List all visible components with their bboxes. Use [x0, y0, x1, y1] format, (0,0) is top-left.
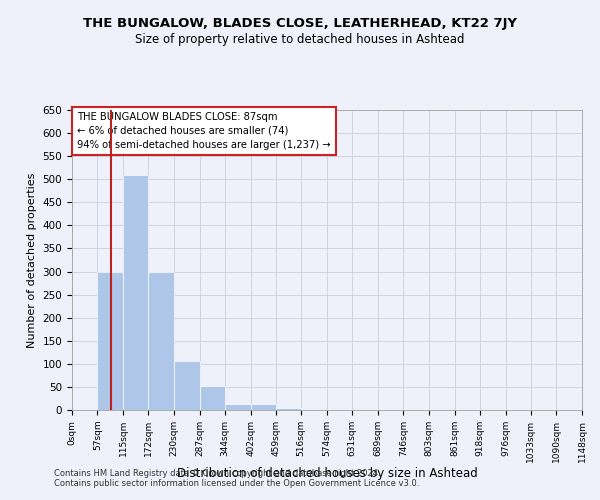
Bar — [251, 404, 276, 410]
Text: Size of property relative to detached houses in Ashtead: Size of property relative to detached ho… — [135, 32, 465, 46]
Text: Contains public sector information licensed under the Open Government Licence v3: Contains public sector information licen… — [54, 478, 419, 488]
Bar — [174, 360, 199, 410]
X-axis label: Distribution of detached houses by size in Ashtead: Distribution of detached houses by size … — [176, 468, 478, 480]
Y-axis label: Number of detached properties: Number of detached properties — [27, 172, 37, 348]
Bar — [199, 386, 225, 410]
Text: THE BUNGALOW BLADES CLOSE: 87sqm
← 6% of detached houses are smaller (74)
94% of: THE BUNGALOW BLADES CLOSE: 87sqm ← 6% of… — [77, 112, 331, 150]
Bar — [123, 174, 148, 410]
Bar — [148, 272, 174, 410]
Bar — [97, 272, 123, 410]
Text: Contains HM Land Registry data © Crown copyright and database right 2024.: Contains HM Land Registry data © Crown c… — [54, 468, 380, 477]
Text: THE BUNGALOW, BLADES CLOSE, LEATHERHEAD, KT22 7JY: THE BUNGALOW, BLADES CLOSE, LEATHERHEAD,… — [83, 18, 517, 30]
Bar — [276, 408, 301, 410]
Bar — [225, 404, 251, 410]
